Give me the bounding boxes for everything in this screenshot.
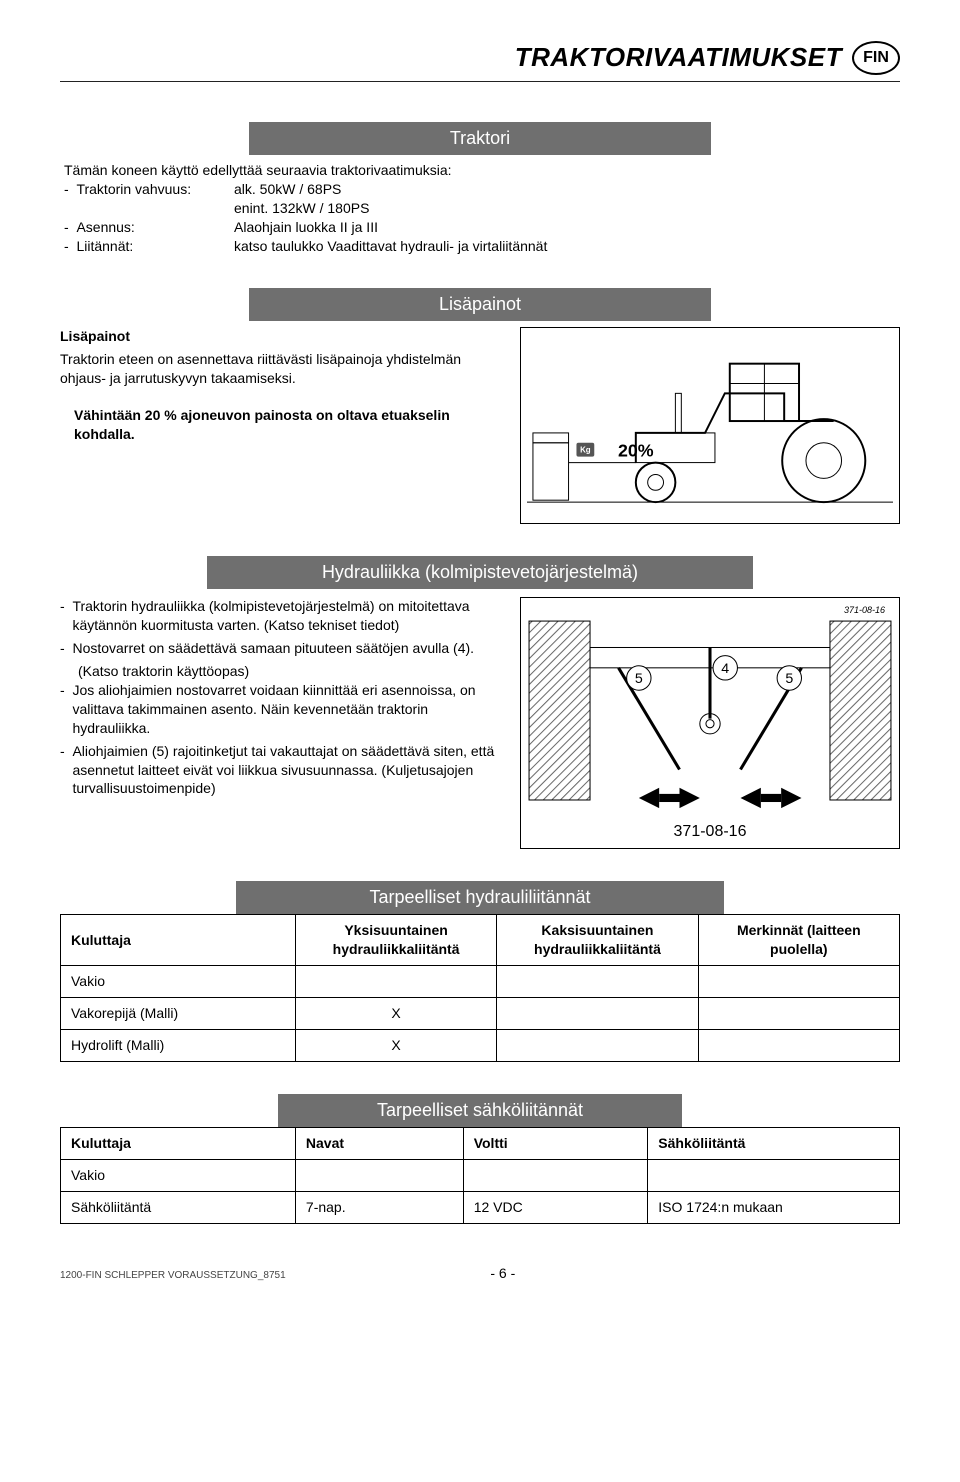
kv-value: katso taulukko Vaadittavat hydrauli- ja … (234, 237, 896, 256)
footer-doc-code: 1200-FIN SCHLEPPER VORAUSSETZUNG_8751 (60, 1269, 286, 1283)
table-header: Navat (295, 1128, 463, 1160)
warning-text: Vähintään 20 % ajoneuvon painosta on olt… (74, 406, 500, 444)
svg-text:5: 5 (635, 671, 643, 687)
fig-code-big: 371-08-16 (527, 821, 893, 843)
table-row: Hydrolift (Malli) X (61, 1030, 900, 1062)
hyd-bullet: Jos aliohjaimien nostovarret voidaan kii… (72, 681, 500, 738)
hyd-paren-note: (Katso traktorin käyttöopas) (60, 662, 500, 681)
table-header: Sähköliitäntä (648, 1128, 900, 1160)
hydraulic-connections-table: Kuluttaja Yksisuuntainen hydrauliikkalii… (60, 914, 900, 1061)
section-bar-lisapainot: Lisäpainot (249, 288, 711, 321)
table-header: Kuluttaja (61, 915, 296, 966)
svg-text:5: 5 (785, 671, 793, 687)
electrical-connections-table: Kuluttaja Navat Voltti Sähköliitäntä Vak… (60, 1127, 900, 1224)
kv-label: Traktorin vahvuus: (64, 180, 234, 199)
kv-value: enint. 132kW / 180PS (234, 199, 896, 218)
kv-label: Asennus: (64, 218, 234, 237)
hyd-bullet: Nostovarret on säädettävä samaan pituute… (72, 639, 474, 658)
traktori-intro: Tämän koneen käyttö edellyttää seuraavia… (64, 161, 896, 180)
section-bar-hydrauliikka: Hydrauliikka (kolmipistevetojärjestelmä) (207, 556, 753, 589)
section-bar-ele-table: Tarpeelliset sähköliitännät (278, 1094, 681, 1127)
fig-code-small: 371-08-16 (527, 604, 893, 616)
page-title: TRAKTORIVAATIMUKSET (515, 40, 842, 75)
footer-page-number: - 6 - (490, 1264, 515, 1283)
table-header: Yksisuuntainen hydrauliikkaliitäntä (295, 915, 496, 966)
table-row: Vakio (61, 1160, 900, 1192)
table-header: Kaksisuuntainen hydrauliikkaliitäntä (497, 915, 698, 966)
figure-tractor-weight: Kg 20% (520, 327, 900, 524)
section-bar-hyd-table: Tarpeelliset hydrauliliitännät (236, 881, 723, 914)
kv-value: Alaohjain luokka II ja III (234, 218, 896, 237)
kv-value: alk. 50kW / 68PS (234, 180, 896, 199)
hyd-bullet: Aliohjaimien (5) rajoitinketjut tai vaka… (72, 742, 500, 799)
table-row: Sähköliitäntä 7-nap. 12 VDC ISO 1724:n m… (61, 1191, 900, 1223)
table-header: Kuluttaja (61, 1128, 296, 1160)
section-bar-traktori: Traktori (249, 122, 711, 155)
table-header: Merkinnät (laitteen puolella) (698, 915, 899, 966)
table-row: Vakio (61, 966, 900, 998)
svg-text:4: 4 (721, 660, 729, 676)
table-row: Vakorepijä (Malli) X (61, 998, 900, 1030)
svg-text:Kg: Kg (580, 446, 591, 455)
language-badge: FIN (852, 41, 900, 75)
header-divider (60, 81, 900, 82)
kv-label: Liitännät: (64, 237, 234, 256)
lisapainot-body: Traktorin eteen on asennettava riittäväs… (60, 350, 500, 388)
figure-three-point: 371-08-16 (520, 597, 900, 849)
hyd-bullet: Traktorin hydrauliikka (kolmipistevetojä… (72, 597, 500, 635)
lisapainot-subheading: Lisäpainot (60, 327, 500, 346)
table-header: Voltti (463, 1128, 648, 1160)
